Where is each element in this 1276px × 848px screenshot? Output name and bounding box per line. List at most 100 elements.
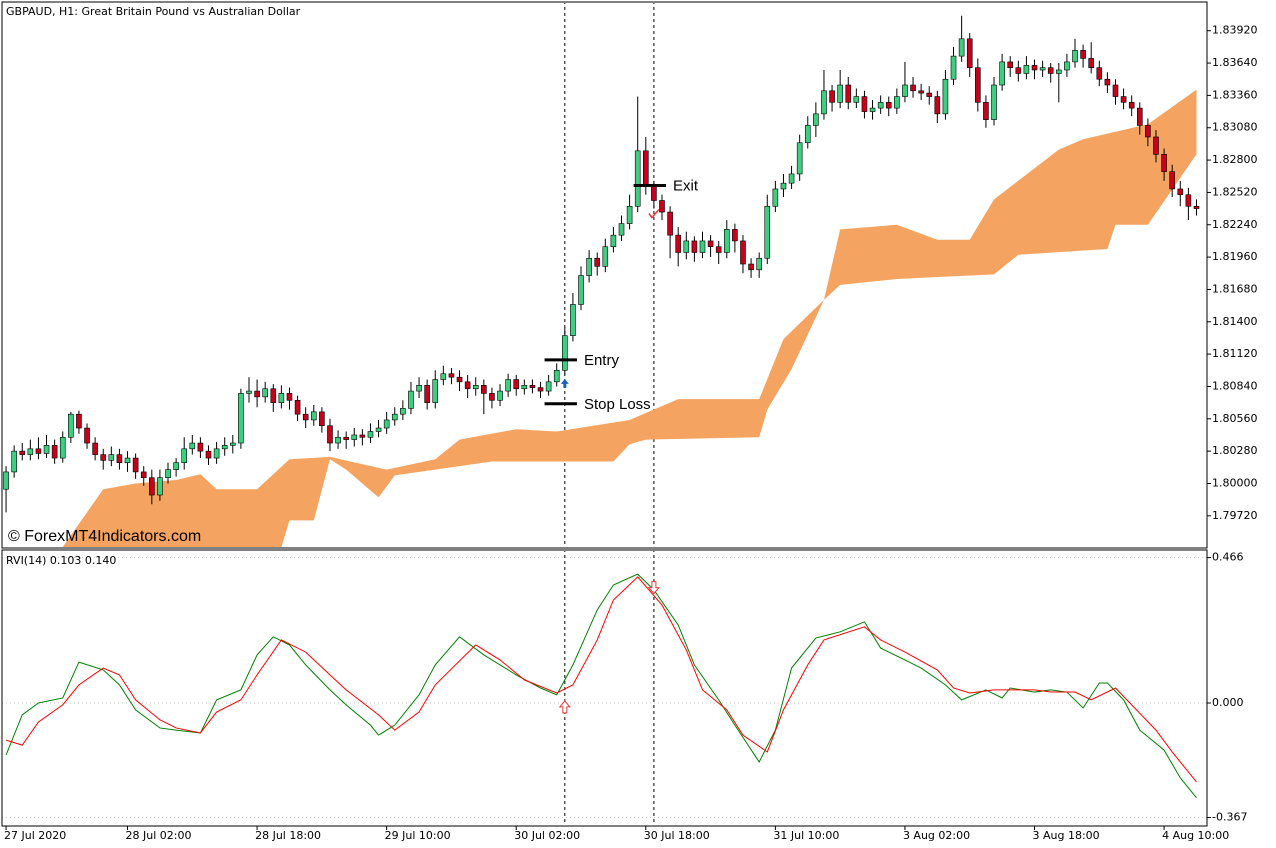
candle-body (197, 442, 204, 452)
candle-body (788, 173, 795, 184)
candle-body (1023, 65, 1030, 74)
candle-body (343, 436, 349, 440)
candle-body (894, 96, 900, 109)
candle-body (813, 113, 819, 126)
x-tick-label: 3 Aug 02:00 (903, 829, 970, 842)
candle-body (796, 142, 803, 175)
candle-body (651, 185, 657, 201)
candle-body (35, 448, 42, 454)
candle-body (707, 240, 714, 248)
candle-body (1120, 96, 1127, 103)
candle-body (481, 385, 487, 394)
candle-body (1007, 61, 1014, 68)
candle-body (715, 246, 722, 253)
y-tick-label: 1.81400 (1212, 315, 1258, 328)
candle-body (643, 150, 649, 186)
candle-body (319, 411, 325, 427)
candle-body (958, 38, 965, 57)
rvi-plot (2, 551, 1207, 825)
exit-check (648, 209, 660, 219)
y-tick-label: 1.81960 (1212, 250, 1258, 263)
candle-body (1104, 78, 1111, 86)
candle-body (659, 200, 665, 213)
y-tick-label: 1.80840 (1212, 379, 1258, 392)
rvi-line (5, 576, 1197, 783)
candle-body (578, 275, 584, 305)
candle-body (367, 431, 374, 438)
candle-body (432, 379, 439, 403)
candle-body (756, 257, 762, 271)
x-tick-label: 30 Jul 18:00 (644, 829, 710, 842)
candle-body (59, 436, 66, 459)
candle-body (594, 257, 601, 267)
y-tick-label: 0.000 (1212, 696, 1244, 709)
candle-body (213, 448, 220, 459)
candle-body (1080, 50, 1086, 59)
candle-body (610, 234, 617, 248)
candle-body (748, 263, 754, 271)
candle-body (999, 61, 1005, 86)
candle-body (375, 427, 382, 432)
candle-body (19, 450, 26, 455)
candle-body (1088, 58, 1094, 68)
candle-body (229, 442, 236, 446)
candle-body (861, 96, 868, 112)
chart-title: GBPAUD, H1: Great Britain Pound vs Austr… (6, 5, 301, 18)
rvi-line (5, 573, 1197, 799)
candle-body (821, 90, 827, 115)
indicator-title: RVI(14) 0.103 0.140 (6, 554, 116, 567)
candle-body (1039, 67, 1046, 71)
candle-body (1128, 102, 1135, 109)
level-label: Stop Loss (584, 396, 651, 413)
y-tick-label: 1.80280 (1212, 444, 1258, 457)
candle-body (424, 385, 430, 403)
candle-body (400, 408, 406, 415)
candle-body (1056, 69, 1062, 74)
y-tick-label: 1.82240 (1212, 218, 1258, 231)
y-tick-label: 1.80560 (1212, 412, 1258, 425)
candle-body (327, 425, 333, 444)
candle-body (586, 257, 592, 276)
y-tick-label: 1.81680 (1212, 282, 1258, 295)
y-tick-label: 1.83920 (1212, 24, 1258, 37)
candle-body (966, 38, 973, 68)
candle-body (1047, 67, 1054, 74)
candle-body (885, 102, 892, 109)
candle-body (837, 84, 843, 103)
candle-body (221, 445, 228, 450)
candle-body (1145, 125, 1151, 138)
candle-body (464, 381, 471, 390)
candle-body (877, 102, 884, 109)
candle-body (310, 411, 317, 421)
y-tick-label: 1.80000 (1212, 476, 1258, 489)
candle-body (513, 379, 520, 390)
candle-body (772, 188, 779, 207)
y-tick-label: 1.82520 (1212, 185, 1258, 198)
candle-body (723, 229, 730, 253)
candle-body (918, 90, 924, 94)
candle-body (675, 234, 681, 253)
candle-body (497, 390, 503, 401)
candle-body (1031, 65, 1038, 71)
candle-body (3, 471, 9, 490)
candle-body (699, 240, 706, 253)
candle-body (124, 457, 131, 463)
candle-body (391, 413, 398, 421)
candle-body (626, 205, 633, 224)
candle-body (1169, 171, 1175, 190)
price-panel-border (1, 1, 1208, 549)
y-tick-label: -0.367 (1212, 811, 1247, 824)
candle-body (845, 84, 852, 103)
candle-body (869, 107, 876, 112)
candle-body (132, 457, 139, 473)
candle-body (521, 385, 528, 390)
y-tick-label: 1.83640 (1212, 56, 1258, 69)
y-tick-label: 1.82800 (1212, 153, 1258, 166)
candle-body (100, 454, 107, 461)
candle-body (562, 335, 568, 371)
candle-body (408, 390, 414, 409)
candle-body (1015, 67, 1022, 74)
candle-body (983, 102, 989, 120)
candle-body (910, 84, 916, 92)
